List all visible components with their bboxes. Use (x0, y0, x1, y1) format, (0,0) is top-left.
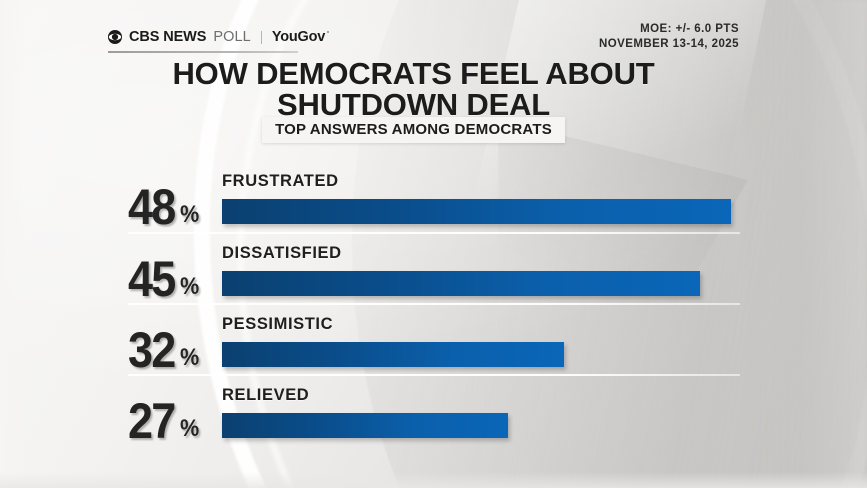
brand-poll-label: POLL (213, 28, 251, 45)
row-separator (128, 374, 740, 376)
row-separator (128, 232, 740, 234)
poll-metadata: MOE: +/- 6.0 PTS NOVEMBER 13-14, 2025 (599, 22, 739, 51)
title-line-2: SHUTDOWN DEAL (277, 87, 550, 122)
brand-bar: CBS NEWS POLL YouGov (108, 28, 330, 46)
row-value: 27 % (128, 393, 201, 449)
row-bar (222, 342, 564, 367)
row-value: 48 % (128, 179, 201, 235)
poll-dates: NOVEMBER 13-14, 2025 (598, 37, 739, 50)
row-bar (222, 271, 700, 296)
row-bar-track (222, 342, 742, 367)
subtitle-banner: TOP ANSWERS AMONG DEMOCRATS (262, 117, 565, 143)
row-value-number: 45 (128, 251, 176, 307)
brand-network-label: CBS NEWS (129, 28, 207, 45)
title-line-1: HOW DEMOCRATS FEEL ABOUT (172, 56, 655, 91)
table-row: 27 % RELIEVED (128, 374, 768, 446)
row-value-percent: % (179, 415, 199, 442)
row-bar-track (222, 413, 742, 438)
row-bar-track (222, 199, 742, 224)
row-value-number: 27 (128, 393, 176, 449)
brand-underline (108, 51, 298, 53)
margin-of-error: MOE: +/- 6.0 PTS (640, 23, 739, 35)
row-bar (222, 199, 731, 224)
page-title: HOW DEMOCRATS FEEL ABOUT SHUTDOWN DEAL (0, 58, 867, 120)
brand-partner-label: YouGov (271, 28, 330, 45)
table-row: 45 % DISSATISFIED (128, 232, 768, 304)
table-row: 32 % PESSIMISTIC (128, 303, 768, 375)
row-bar-track (222, 271, 742, 296)
brand-divider (260, 30, 262, 44)
cbs-eye-icon (108, 30, 122, 44)
row-separator (128, 303, 740, 305)
subtitle-container: TOP ANSWERS AMONG DEMOCRATS (0, 117, 867, 143)
row-value-number: 32 (128, 322, 176, 378)
row-value-percent: % (179, 201, 199, 228)
row-value-number: 48 (128, 179, 176, 235)
bottom-edge-fade (0, 472, 867, 488)
row-value: 32 % (128, 322, 201, 378)
row-value-percent: % (179, 273, 199, 300)
left-edge-fade (0, 0, 26, 488)
row-label: FRUSTRATED (222, 172, 339, 190)
table-row: 48 % FRUSTRATED (128, 160, 768, 232)
row-label: RELIEVED (222, 386, 310, 404)
row-value: 45 % (128, 251, 201, 307)
row-value-percent: % (179, 344, 199, 371)
row-label: DISSATISFIED (222, 244, 342, 262)
row-bar (222, 413, 508, 438)
row-label: PESSIMISTIC (222, 315, 334, 333)
